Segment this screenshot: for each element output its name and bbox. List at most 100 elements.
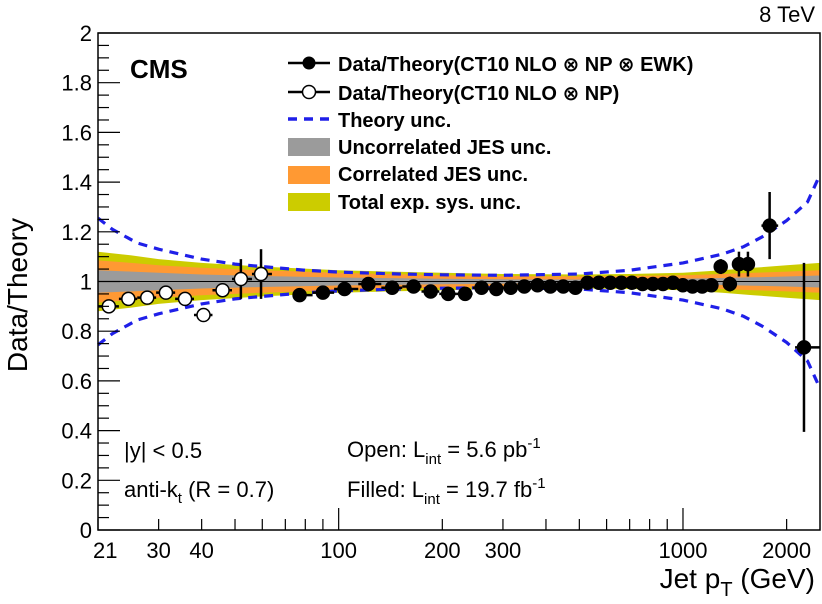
cms-label: CMS [130, 54, 188, 84]
filled-point [795, 262, 820, 432]
filled-point [312, 285, 335, 300]
point-marker [423, 284, 438, 299]
open-point [251, 249, 272, 299]
filled-point [517, 279, 532, 294]
y-tick-label: 1 [80, 270, 92, 295]
legend-label-corr: Correlated JES unc. [338, 164, 528, 186]
filled-point [334, 281, 359, 297]
theory-uncertainty-curves [97, 173, 822, 390]
point-marker [722, 276, 738, 292]
legend-total-swatch [288, 193, 330, 211]
filled-point [603, 275, 618, 290]
y-tick-label: 1.8 [61, 71, 92, 96]
filled-point [472, 280, 489, 295]
point-marker [315, 285, 331, 300]
filled-point [381, 280, 403, 295]
point-marker [233, 271, 249, 287]
x-tick-label: 40 [189, 538, 213, 563]
open-point [212, 282, 232, 298]
energy-label: 8 TeV [759, 2, 815, 27]
point-marker [740, 256, 756, 272]
filled-point [488, 281, 504, 297]
filled-point [555, 279, 571, 294]
point-marker [796, 340, 812, 355]
x-tick-label: 21 [93, 538, 117, 563]
filled-point [580, 275, 595, 290]
point-marker [489, 281, 504, 297]
filled-point [543, 279, 558, 294]
y-tick-label: 1.2 [61, 220, 92, 245]
open-point [137, 290, 157, 305]
point-marker [503, 280, 518, 295]
filled-point [502, 280, 518, 295]
point-marker [406, 279, 421, 294]
point-marker [337, 281, 352, 297]
y-tick-label: 0 [80, 518, 92, 543]
point-marker [215, 282, 230, 298]
open-point [156, 285, 176, 300]
y-tick-label: 2 [80, 21, 92, 46]
legend-open-marker [288, 84, 330, 100]
open-point [231, 259, 252, 299]
open-point [193, 307, 213, 323]
filled-point [568, 280, 583, 295]
algorithm-annotation: anti-kt (R = 0.7) [124, 477, 274, 507]
filled-point [635, 276, 650, 292]
legend-corr-swatch [288, 166, 330, 184]
x-tick-label: 100 [320, 538, 357, 563]
point-marker [139, 290, 155, 305]
filled-point [591, 275, 607, 290]
point-marker [517, 279, 532, 294]
x-tick-label: 2000 [762, 538, 811, 563]
filled-point [402, 279, 422, 294]
filled-lumi-annotation: Filled: Lint = 19.7 fb-1 [347, 475, 546, 508]
point-marker [530, 277, 545, 293]
filled-point [292, 287, 313, 303]
open-lumi-annotation: Open: Lint = 5.6 pb-1 [347, 435, 541, 468]
legend-label-total: Total exp. sys. unc. [338, 192, 521, 214]
point-marker [713, 259, 728, 274]
filled-point [740, 251, 756, 277]
point-marker [384, 280, 400, 295]
open-point [175, 291, 194, 307]
filled-point [358, 276, 382, 292]
point-marker [568, 280, 583, 295]
filled-point [704, 277, 719, 293]
point-marker [555, 279, 571, 294]
y-tick-label: 0.2 [61, 468, 92, 493]
rapidity-annotation: |y| < 0.5 [124, 438, 202, 463]
y-tick-label: 1.6 [61, 120, 92, 145]
open-point [118, 291, 138, 307]
legend-label-filled: Data/Theory(CT10 NLO ⊗ NP ⊗ EWK) [338, 54, 693, 76]
x-tick-label: 1000 [659, 538, 708, 563]
y-tick-label: 0.6 [61, 369, 92, 394]
legend-label-open: Data/Theory(CT10 NLO ⊗ NP) [338, 83, 619, 105]
data-points [98, 192, 820, 432]
point-marker [253, 266, 269, 282]
theory-curve-down [97, 286, 822, 390]
filled-point [439, 286, 457, 302]
point-marker [196, 307, 211, 323]
plot-frame [97, 32, 821, 531]
point-marker [457, 286, 473, 302]
x-tick-label: 300 [485, 538, 522, 563]
legend-label-theory: Theory unc. [338, 110, 451, 132]
legend: Data/Theory(CT10 NLO ⊗ NP ⊗ EWK) Data/Th… [288, 54, 693, 214]
filled-point [722, 276, 738, 292]
legend-label-uncorr: Uncorrelated JES unc. [338, 137, 551, 159]
point-marker [158, 285, 174, 300]
point-marker [121, 291, 136, 307]
y-tick-label: 1.4 [61, 170, 92, 195]
point-marker [704, 277, 719, 293]
point-marker [543, 279, 558, 294]
point-marker [292, 287, 307, 303]
filled-point [761, 192, 779, 260]
x-tick-label: 200 [424, 538, 461, 563]
point-marker [440, 286, 456, 302]
theory-curve-up [97, 173, 822, 277]
filled-point [713, 259, 728, 275]
point-marker [762, 218, 777, 233]
y-tick-label: 0.4 [61, 419, 92, 444]
legend-uncorr-swatch [288, 138, 330, 156]
